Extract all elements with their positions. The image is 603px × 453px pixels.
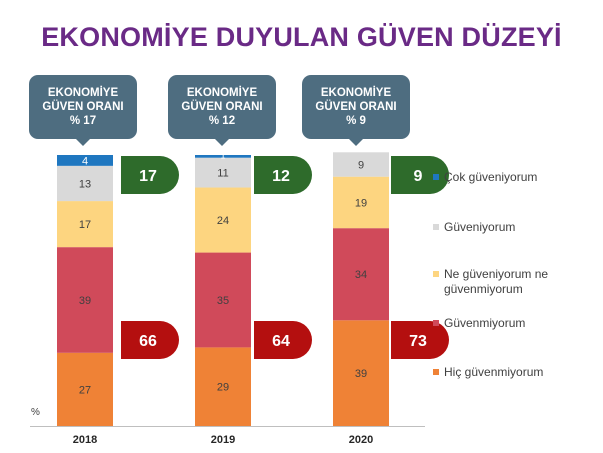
distrust-badge — [121, 321, 179, 359]
data-label: 1 — [220, 150, 225, 160]
data-label: 29 — [217, 382, 229, 394]
trust-badge — [254, 156, 312, 194]
callout-line-2: GÜVEN ORANI — [42, 101, 124, 113]
bar-segment — [333, 152, 389, 177]
callout-line-1: EKONOMİYE — [320, 87, 392, 99]
data-label: 39 — [355, 368, 367, 380]
bar-segment — [333, 320, 389, 426]
trust-badge — [121, 156, 179, 194]
distrust-badge — [254, 321, 312, 359]
legend-label: Hiç güvenmiyorum — [444, 365, 544, 379]
callout-line-2: GÜVEN ORANI — [181, 101, 263, 113]
trust-callout-2018: EKONOMİYE GÜVEN ORANI % 17 — [29, 75, 137, 146]
legend-label: Çok güveniyorum — [444, 170, 538, 184]
legend-swatch — [433, 271, 439, 277]
distrust-badge — [391, 321, 449, 359]
distrust-badge-value: 64 — [272, 333, 290, 350]
legend-label: Güvenmiyorum — [444, 316, 526, 330]
legend-swatch — [433, 174, 439, 180]
chart-title: EKONOMİYE DUYULAN GÜVEN DÜZEYİ — [41, 22, 562, 52]
legend-swatch — [433, 369, 439, 375]
bar-segment — [195, 155, 251, 158]
data-label: 11 — [217, 168, 228, 180]
trust-callout-2020: EKONOMİYE GÜVEN ORANI % 9 — [302, 75, 410, 146]
data-label: 4 — [82, 155, 88, 167]
category-label: 2020 — [349, 434, 373, 446]
bar-segment — [333, 176, 389, 229]
category-label: 2019 — [211, 434, 235, 446]
trust-badge-value: 17 — [139, 168, 157, 185]
callout-line-1: EKONOMİYE — [186, 87, 258, 99]
bar-segment — [57, 201, 113, 248]
data-label: 9 — [358, 159, 364, 171]
data-label: 19 — [355, 197, 367, 209]
trust-callout-2019: EKONOMİYE GÜVEN ORANI % 12 — [168, 75, 276, 146]
callout-line-2: GÜVEN ORANI — [315, 101, 397, 113]
data-label: 17 — [79, 219, 91, 231]
data-label: 24 — [217, 215, 229, 227]
category-label: 2018 — [73, 434, 97, 446]
legend-swatch — [433, 224, 439, 230]
bar-segment — [195, 252, 251, 348]
data-label: 13 — [79, 178, 91, 190]
bar-segment — [57, 247, 113, 353]
unit-label: % — [31, 407, 40, 418]
data-label: 34 — [355, 269, 367, 281]
callout-line-3: % 17 — [69, 115, 97, 127]
callout-line-1: EKONOMİYE — [47, 87, 119, 99]
trust-badge-value: 12 — [272, 168, 290, 185]
bar-segment — [195, 347, 251, 426]
bar-segment — [57, 352, 113, 426]
data-label: 35 — [217, 295, 229, 307]
data-label: 39 — [79, 295, 91, 307]
data-label: 27 — [79, 384, 91, 396]
legend-label: Güveniyorum — [444, 220, 516, 234]
callout-line-3: % 12 — [208, 115, 236, 127]
legend-label: Ne güveniyorum ne güvenmiyorum — [444, 267, 549, 296]
bar-segment — [333, 228, 389, 321]
distrust-badge-value: 66 — [139, 333, 157, 350]
bar-segment — [57, 165, 113, 202]
legend-swatch — [433, 320, 439, 326]
distrust-badge-value: 73 — [409, 333, 427, 350]
trust-badge — [391, 156, 449, 194]
callout-line-3: % 9 — [346, 115, 366, 127]
bar-segment — [195, 187, 251, 253]
trust-badge-value: 9 — [414, 168, 423, 185]
bar-segment — [195, 157, 251, 188]
bar-segment — [57, 155, 113, 166]
